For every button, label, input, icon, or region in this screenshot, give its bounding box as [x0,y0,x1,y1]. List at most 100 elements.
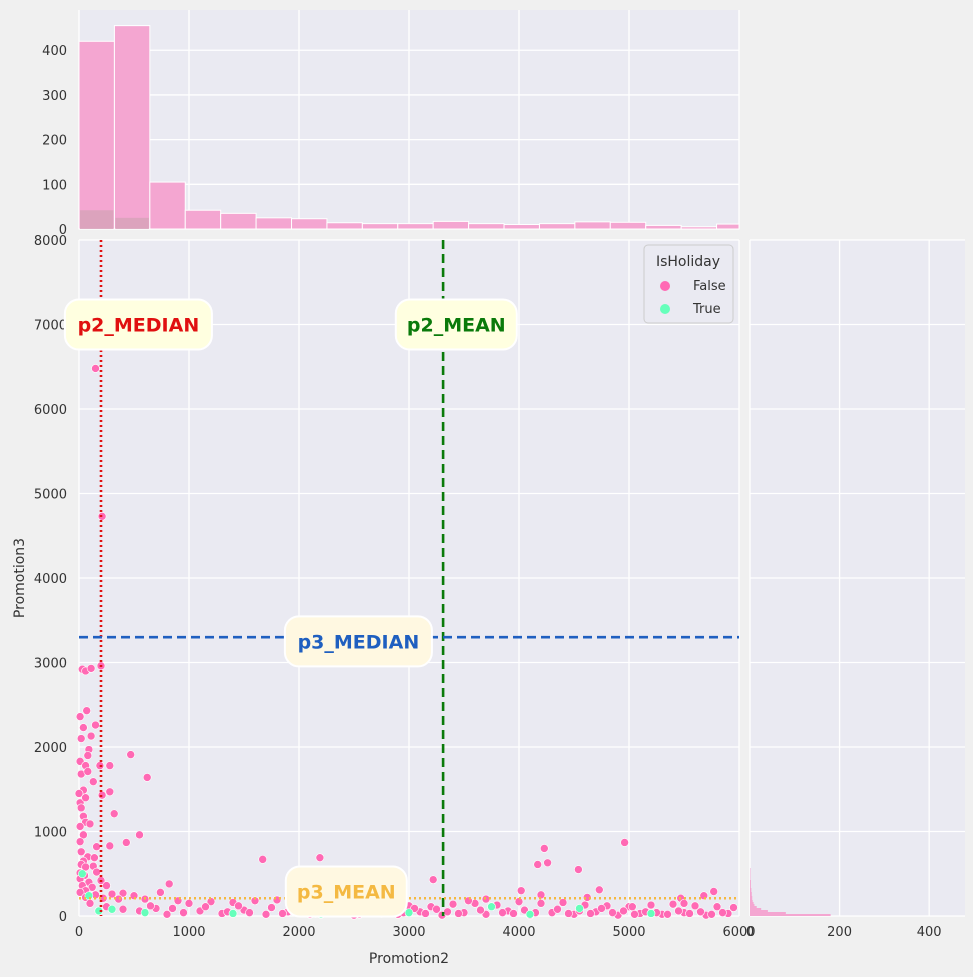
scatter-point-false [75,837,85,846]
grid-lines [78,10,965,917]
scatter-point-false [89,777,98,786]
scatter-point-false [91,720,100,730]
right-hist-bar [750,882,751,884]
right-hist-bar [750,902,754,904]
right-hist-bar [750,880,751,882]
annotation-box [284,865,408,918]
right-hist-x-tick-label: 400 [917,925,942,940]
scatter-point-false [619,906,628,916]
scatter-point-true [646,909,656,918]
scatter-point-false [699,891,709,901]
scatter-point-false [105,787,115,797]
scatter-point-false [83,767,93,776]
top-hist-bar [184,209,222,230]
scatter-point-false [729,903,738,912]
x-tick-label: 3000 [392,925,425,940]
scatter-point-false [553,904,562,914]
scatter-point-false [630,910,639,919]
scatter-point-false [79,830,88,840]
scatter-point-false [76,847,86,857]
x-tick-label: 5000 [612,925,645,940]
annotation-box [63,298,213,351]
top-hist-bar [432,220,470,230]
scatter-point-false [85,819,95,829]
scatter-point-false [454,909,463,918]
right-hist-bar [750,898,753,900]
scatter-point-false [685,909,694,918]
scatter-point-false [107,889,117,899]
scatter-point-false [82,706,91,715]
scatter-point-false [707,910,716,919]
scatter-point-false [481,894,491,904]
scatter-point-false [122,838,131,847]
scatter-point-true [84,891,94,901]
scatter-point-false [105,841,115,851]
scatter-point-false [92,867,101,877]
scatter-point-false [432,904,441,914]
legend-marker-false [660,281,670,291]
scatter-point-false [421,909,430,918]
right-hist-bar [750,884,751,886]
top-hist-bar [538,223,576,230]
scatter-point-false [498,908,507,917]
scatter-point-false [76,734,86,743]
right-hist-bar [750,914,831,916]
top-hist-bar [255,217,293,230]
top-hist-bar [326,222,363,230]
right-hist-bar [750,888,752,890]
right-hist-bar [750,896,753,898]
y-tick-label: 5000 [34,488,67,503]
top-hist-bar [609,221,647,230]
x-tick-label: 1000 [172,925,205,940]
right-hist-bar [750,886,751,888]
scatter-point-false [668,899,678,909]
scatter-point-false [146,901,155,911]
annotation-p2-mean: p2_MEAN [394,298,518,351]
y-tick-label: 4000 [34,572,67,587]
top-marginal-histogram [78,25,740,230]
y-tick-label: 2000 [34,741,67,756]
scatter-point-false [76,803,86,813]
scatter-point-false [258,855,268,864]
scatter-point-false [509,909,518,918]
scatter-point-false [74,789,84,798]
top-hist-bar [220,212,257,230]
scatter-point-false [696,907,705,917]
top-hist-bar [113,25,151,230]
legend-title: IsHoliday [656,254,720,270]
top-hist-bar [468,223,505,230]
annotation-text: p3_MEAN [297,881,396,903]
scatter-point-false [646,900,656,910]
scatter-point-false [261,910,271,919]
scatter-point-false [539,844,549,853]
y-axis-label: Promotion3 [12,538,28,618]
top-hist-y-tick-label: 300 [42,89,67,104]
top-hist-y-tick-label: 200 [42,134,67,149]
scatter-points [74,364,738,920]
scatter-point-false [594,885,604,895]
annotation-box [283,615,433,668]
scatter-point-false [179,908,188,917]
scatter-point-false [443,907,452,917]
right-hist-bar [750,892,752,894]
scatter-point-false [91,364,100,373]
scatter-point-false [86,731,96,741]
right-hist-bar [750,912,786,914]
scatter-point-false [315,853,325,862]
scatter-point-false [574,865,583,874]
scatter-point-false [250,896,260,906]
top-hist-bar [397,223,434,230]
scatter-point-false [712,902,722,912]
scatter-point-false [564,909,573,918]
scatter-point-false [245,908,254,917]
right-marginal-histogram [750,868,831,916]
y-tick-label: 1000 [34,826,67,841]
x-tick-label: 2000 [282,925,315,940]
scatter-point-true [404,908,414,917]
scatter-point-false [234,901,243,911]
scatter-point-false [690,901,700,911]
scatter-point-false [516,886,526,895]
y-tick-label: 7000 [34,319,67,334]
scatter-point-false [543,858,552,868]
scatter-point-false [135,830,144,840]
